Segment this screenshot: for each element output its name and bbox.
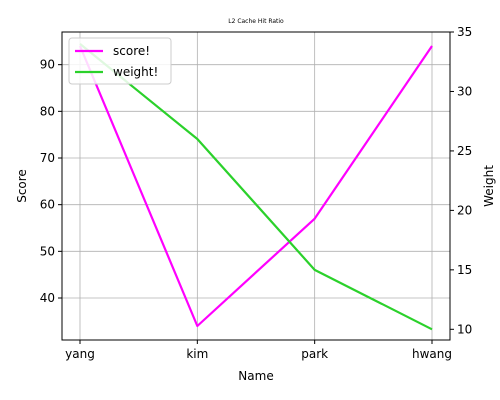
y-right-tick-label: 10: [457, 322, 472, 336]
x-tick-label: hwang: [412, 347, 452, 361]
legend-label: weight!: [113, 65, 158, 79]
y-left-tick-label: 50: [40, 244, 55, 258]
y-right-tick-label: 30: [457, 84, 472, 98]
y-axis-right: 10 15 20 25 30 35: [450, 25, 472, 336]
legend: score! weight!: [68, 37, 172, 85]
y-right-tick-label: 20: [457, 203, 472, 217]
y-axis-right-label: Weight: [482, 165, 496, 207]
y-left-tick-label: 80: [40, 104, 55, 118]
series-line-score: [78, 45, 433, 328]
x-axis-label: Name: [238, 369, 273, 383]
y-right-tick-label: 35: [457, 25, 472, 39]
plot-frame: [61, 31, 451, 341]
y-left-tick-label: 60: [40, 198, 55, 212]
x-tick-label: kim: [186, 347, 208, 361]
y-axis-left: 40 50 60 70 80 90: [40, 58, 62, 305]
y-left-tick-label: 70: [40, 151, 55, 165]
chart-title: L2 Cache Hit Ratio: [228, 18, 284, 25]
series-line-weight: [79, 43, 433, 331]
y-left-tick-label: 40: [40, 291, 55, 305]
x-tick-label: park: [301, 347, 328, 361]
y-left-tick-label: 90: [40, 58, 55, 72]
y-axis-left-label: Score: [15, 169, 29, 203]
legend-label: score!: [113, 44, 150, 58]
x-tick-label: yang: [65, 347, 95, 361]
x-axis: yang kim park hwang: [65, 340, 452, 361]
series-lines: [78, 43, 433, 331]
y-right-tick-label: 25: [457, 144, 472, 158]
grid: [62, 32, 450, 340]
y-right-tick-label: 15: [457, 263, 472, 277]
